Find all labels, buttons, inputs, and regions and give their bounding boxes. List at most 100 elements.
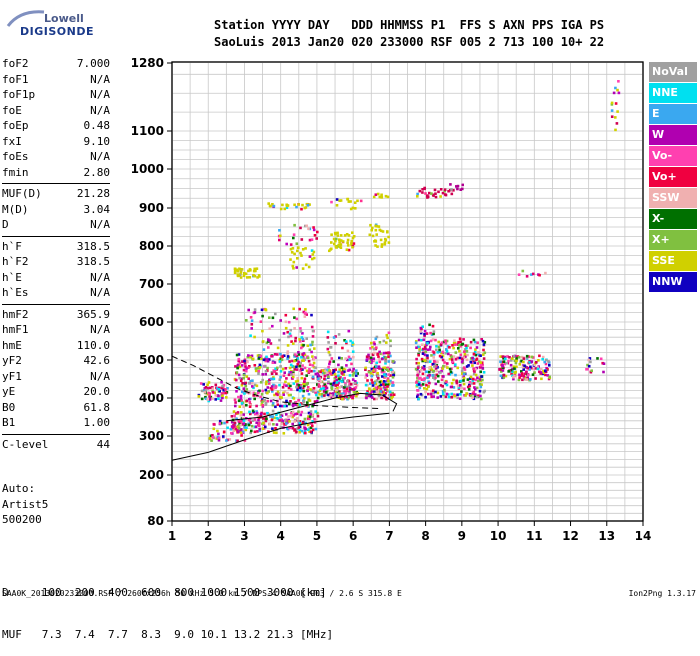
echo-point	[416, 192, 419, 196]
echo-point	[210, 439, 213, 442]
param-row: hmF2 365.9	[2, 308, 110, 324]
echo-point	[316, 383, 319, 386]
echo-point	[268, 378, 271, 382]
echo-point	[380, 245, 384, 248]
echo-point	[311, 329, 315, 333]
echo-point	[346, 197, 349, 201]
echo-point	[309, 343, 312, 347]
echo-point	[294, 359, 298, 362]
echo-point	[335, 204, 339, 207]
echo-point	[422, 378, 425, 381]
echo-point	[307, 392, 311, 396]
echo-point	[284, 367, 288, 370]
echo-point	[421, 343, 424, 346]
echo-point	[281, 386, 285, 389]
param-value: N/A	[90, 369, 110, 383]
echo-point	[352, 242, 356, 245]
echo-point	[262, 348, 266, 351]
param-name: foF1	[2, 72, 29, 86]
echo-point	[290, 411, 293, 415]
echo-point	[281, 404, 284, 408]
echo-point	[334, 232, 337, 236]
echo-point	[529, 378, 532, 381]
echo-point	[291, 415, 294, 419]
echo-point	[294, 339, 297, 343]
echo-point	[251, 409, 255, 413]
echo-point	[340, 394, 344, 397]
echo-point	[462, 379, 465, 382]
echo-point	[268, 327, 271, 330]
echo-point	[419, 330, 422, 333]
echo-point	[300, 385, 303, 388]
echo-point	[253, 418, 257, 421]
echo-point	[314, 372, 318, 376]
param-row: foE N/A	[2, 104, 110, 120]
echo-point	[376, 374, 380, 378]
echo-point	[292, 372, 295, 376]
echo-point	[391, 376, 395, 379]
echo-point	[301, 394, 305, 398]
echo-point	[419, 331, 423, 335]
echo-point	[422, 365, 426, 368]
echo-point	[458, 384, 462, 387]
echo-point	[353, 201, 357, 204]
echo-point	[471, 396, 474, 399]
echo-point	[513, 367, 516, 370]
echo-point	[265, 341, 269, 345]
echo-point	[440, 341, 444, 344]
echo-point	[470, 394, 473, 398]
auto-scaling-info: Auto: Artist5 500200	[2, 481, 48, 528]
echo-point	[239, 379, 243, 382]
echo-point	[327, 380, 330, 384]
echo-point	[269, 415, 272, 418]
echo-point	[499, 355, 502, 358]
echo-point	[222, 430, 226, 434]
echo-point	[543, 360, 546, 364]
echo-point	[450, 188, 453, 191]
echo-point	[378, 360, 382, 364]
echo-point	[617, 91, 621, 95]
echo-point	[298, 338, 301, 341]
echo-point	[478, 383, 482, 386]
echo-point	[330, 200, 333, 204]
echo-point	[534, 377, 537, 380]
echo-point	[339, 376, 342, 379]
echo-point	[439, 371, 442, 374]
echo-point	[525, 370, 528, 374]
echo-point	[341, 346, 344, 350]
echo-point	[537, 359, 540, 362]
echo-point	[338, 390, 341, 393]
echo-point	[420, 357, 424, 361]
echo-point	[337, 243, 340, 247]
echo-point	[271, 390, 274, 393]
echo-point	[351, 236, 355, 240]
echo-point	[259, 395, 262, 399]
echo-point	[373, 368, 377, 371]
echo-point	[204, 388, 208, 392]
echo-point	[461, 342, 465, 346]
echo-point	[417, 338, 421, 342]
echo-point	[199, 382, 203, 385]
echo-point	[462, 372, 466, 376]
echo-point	[440, 351, 443, 355]
echo-point	[340, 385, 343, 388]
echo-point	[207, 381, 211, 384]
echo-point	[266, 411, 269, 415]
echo-point	[475, 346, 479, 349]
echo-point	[379, 390, 383, 393]
echo-point	[274, 427, 277, 430]
echo-point	[418, 370, 421, 373]
echo-point	[348, 386, 352, 390]
echo-point	[367, 370, 371, 374]
echo-point	[303, 384, 306, 388]
echo-point	[452, 386, 456, 389]
echo-point	[349, 207, 353, 211]
echo-point	[293, 420, 296, 423]
echo-point	[457, 386, 461, 389]
echo-point	[340, 371, 344, 374]
echo-point	[314, 418, 318, 422]
echo-point	[369, 382, 372, 385]
echo-point	[256, 430, 259, 433]
echo-point	[273, 353, 277, 356]
echo-point	[244, 272, 248, 276]
